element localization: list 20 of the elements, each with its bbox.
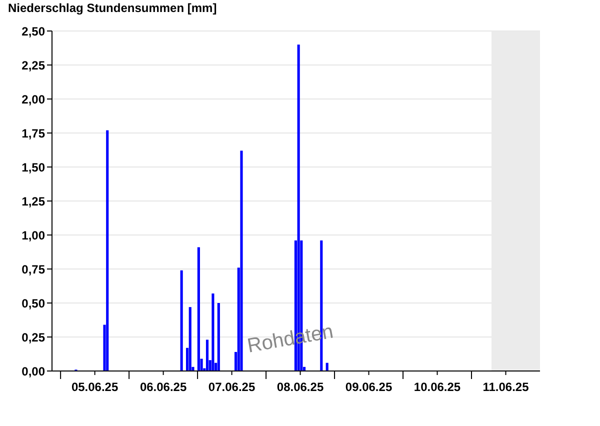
x-tick-label: 08.06.25 bbox=[276, 380, 324, 394]
x-tick-label: 06.06.25 bbox=[140, 380, 187, 394]
y-tick-label: 0,25 bbox=[22, 330, 46, 344]
x-tick-label: 10.06.25 bbox=[414, 380, 461, 394]
y-tick-label: 1,25 bbox=[22, 194, 46, 208]
y-tick-label: 1,75 bbox=[22, 126, 46, 140]
y-tick-label: 2,25 bbox=[22, 58, 46, 72]
x-tick-label: 09.06.25 bbox=[345, 380, 392, 394]
y-tick-label: 1,50 bbox=[22, 160, 46, 174]
y-tick-label: 0,50 bbox=[22, 296, 46, 310]
x-tick-label: 11.06.25 bbox=[482, 380, 530, 394]
chart-title: Niederschlag Stundensummen [mm] bbox=[8, 1, 217, 15]
y-tick-label: 1,00 bbox=[22, 228, 46, 242]
y-tick-label: 0,75 bbox=[22, 262, 46, 276]
x-tick-label: 07.06.25 bbox=[208, 380, 256, 394]
annotation: Rohdaten bbox=[246, 320, 336, 358]
y-tick-label: 0,00 bbox=[22, 364, 46, 378]
y-tick-label: 2,00 bbox=[22, 92, 46, 106]
y-tick-label: 2,50 bbox=[22, 24, 46, 38]
x-tick-label: 05.06.25 bbox=[71, 380, 118, 394]
